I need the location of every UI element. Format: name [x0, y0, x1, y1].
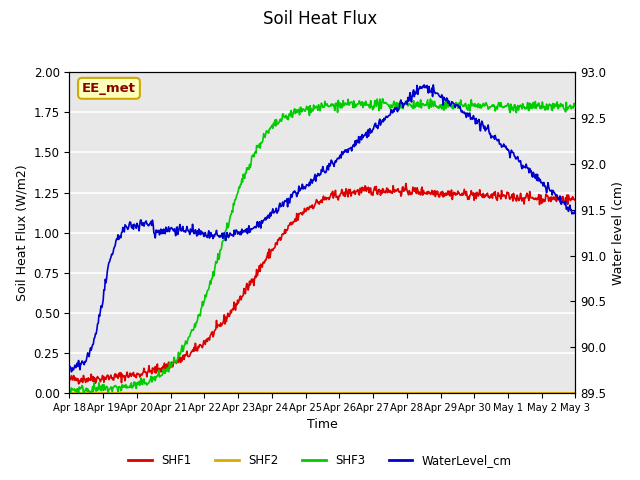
Y-axis label: Water level (cm): Water level (cm) [612, 181, 625, 285]
Text: Soil Heat Flux: Soil Heat Flux [263, 10, 377, 28]
Text: EE_met: EE_met [82, 82, 136, 95]
X-axis label: Time: Time [307, 419, 338, 432]
Y-axis label: Soil Heat Flux (W/m2): Soil Heat Flux (W/m2) [15, 164, 28, 301]
Legend: SHF1, SHF2, SHF3, WaterLevel_cm: SHF1, SHF2, SHF3, WaterLevel_cm [124, 449, 516, 472]
